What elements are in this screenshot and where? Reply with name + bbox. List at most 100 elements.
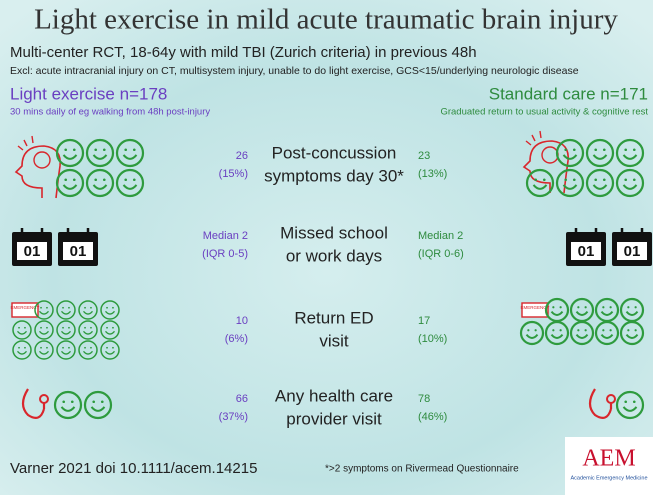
smiley-eye: [103, 148, 106, 151]
smiley-eye: [106, 307, 108, 309]
smiley-eye: [94, 178, 97, 181]
row-label: Missed school: [280, 223, 388, 242]
smiley-eye: [68, 307, 70, 309]
left-value: Median 2: [203, 230, 248, 242]
smiley-eye: [18, 347, 20, 349]
left-value: (15%): [219, 168, 248, 180]
smiley-eye: [560, 329, 562, 331]
smiley-eye: [68, 327, 70, 329]
smiley-eye: [46, 347, 48, 349]
row-label: Post-concussion: [272, 143, 397, 162]
smiley-eye: [603, 178, 606, 181]
smiley-eye: [62, 347, 64, 349]
footnote: *>2 symptoms on Rivermead Questionnaire: [325, 464, 519, 475]
calendar-day: 01: [24, 243, 41, 260]
smiley-eye: [112, 327, 114, 329]
smiley-eye: [124, 148, 127, 151]
row-label: visit: [319, 331, 349, 350]
left-value: 66: [236, 393, 248, 405]
calendar-icon: 01: [612, 228, 652, 266]
calendar-icon: 01: [566, 228, 606, 266]
smiley-eye: [585, 306, 587, 308]
smiley-eye: [18, 327, 20, 329]
smiley-eye: [92, 400, 95, 403]
smiley-eye: [624, 400, 627, 403]
infographic: Light exercise in mild acute traumatic b…: [0, 0, 653, 495]
left-value: (37%): [219, 411, 248, 423]
smiley-eye: [543, 178, 546, 181]
row-label: provider visit: [286, 409, 382, 428]
right-value: Median 2: [418, 230, 463, 242]
smiley-eye: [552, 306, 554, 308]
smiley-eye: [64, 148, 67, 151]
smiley-eye: [68, 347, 70, 349]
smiley-eye: [552, 329, 554, 331]
row-label: Any health care: [275, 386, 393, 405]
smiley-eye: [94, 148, 97, 151]
smiley-eye: [84, 327, 86, 329]
smiley-eye: [585, 329, 587, 331]
right-value: (IQR 0-6): [418, 248, 464, 260]
smiley-eye: [101, 400, 104, 403]
smiley-eye: [40, 327, 42, 329]
smiley-eye: [577, 306, 579, 308]
right-value: 78: [418, 393, 430, 405]
smiley-eye: [62, 400, 65, 403]
smiley-eye: [90, 347, 92, 349]
smiley-eye: [602, 329, 604, 331]
smiley-eye: [635, 306, 637, 308]
left-value: 26: [236, 150, 248, 162]
row-label: symptoms day 30*: [264, 166, 404, 185]
smiley-eye: [573, 178, 576, 181]
smiley-eye: [103, 178, 106, 181]
smiley-eye: [577, 329, 579, 331]
left-value: 10: [236, 315, 248, 327]
smiley-eye: [40, 347, 42, 349]
smiley-eye: [564, 148, 567, 151]
smiley-eye: [610, 306, 612, 308]
smiley-eye: [71, 400, 74, 403]
smiley-eye: [46, 327, 48, 329]
smiley-eye: [84, 307, 86, 309]
smiley-eye: [24, 347, 26, 349]
smiley-eye: [624, 178, 627, 181]
smiley-eye: [627, 306, 629, 308]
smiley-eye: [73, 178, 76, 181]
smiley-eye: [112, 347, 114, 349]
smiley-eye: [106, 347, 108, 349]
citation: Varner 2021 doi 10.1111/acem.14215: [10, 460, 257, 477]
smiley-eye: [624, 148, 627, 151]
smiley-eye: [534, 178, 537, 181]
right-value: 23: [418, 150, 430, 162]
smiley-eye: [112, 307, 114, 309]
group-description: 30 mins daily of eg walking from 48h pos…: [10, 107, 210, 118]
smiley-eye: [633, 400, 636, 403]
calendar-day: 01: [70, 243, 87, 260]
smiley-eye: [40, 307, 42, 309]
smiley-eye: [633, 178, 636, 181]
smiley-eye: [62, 307, 64, 309]
smiley-eye: [573, 148, 576, 151]
smiley-eye: [46, 307, 48, 309]
calendar-icon: 01: [12, 228, 52, 266]
right-value: (46%): [418, 411, 447, 423]
subtitle: Multi-center RCT, 18-64y with mild TBI (…: [10, 44, 477, 61]
calendar-icon: 01: [58, 228, 98, 266]
right-value: 17: [418, 315, 430, 327]
right-value: (10%): [418, 333, 447, 345]
smiley-eye: [560, 306, 562, 308]
calendar-day: 01: [578, 243, 595, 260]
left-value: (IQR 0-5): [202, 248, 248, 260]
smiley-eye: [64, 178, 67, 181]
smiley-eye: [106, 327, 108, 329]
smiley-eye: [24, 327, 26, 329]
smiley-eye: [62, 327, 64, 329]
calendar-day: 01: [624, 243, 641, 260]
smiley-eye: [73, 148, 76, 151]
smiley-eye: [124, 178, 127, 181]
group-label: Standard care n=171: [489, 84, 648, 103]
exclusion: Excl: acute intracranial injury on CT, m…: [10, 65, 579, 77]
row-label: or work days: [286, 246, 382, 265]
smiley-eye: [635, 329, 637, 331]
logo-subtitle: Academic Emergency Medicine: [570, 475, 647, 481]
